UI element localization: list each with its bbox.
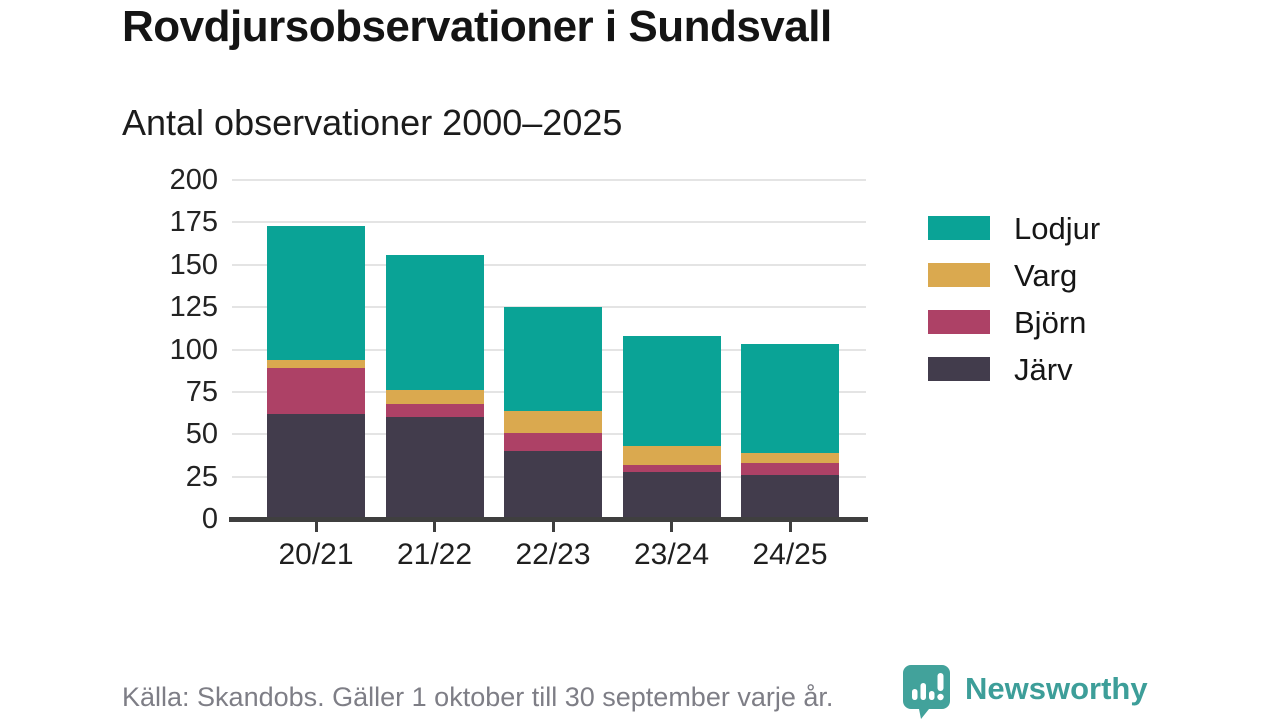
bar-22-23 [504,180,602,519]
bar-segment-varg-21-22 [385,390,484,404]
legend-swatch-bjorn [928,310,990,334]
legend-label-varg: Varg [1014,257,1078,293]
bar-20-21 [267,180,365,519]
source-note: Källa: Skandobs. Gäller 1 oktober till 3… [122,682,834,712]
bar-segment-lodjur-23-24 [622,335,721,447]
legend-swatch-varg [928,263,990,287]
bar-segment-bjorn-22-23 [504,432,602,452]
bar-segment-bjorn-20-21 [267,368,365,414]
x-axis-line [229,517,868,522]
legend-label-lodjur: Lodjur [1014,210,1101,246]
legend-swatch-jarv [928,357,990,381]
x-tick-20-21 [314,522,318,532]
y-tick-label-25: 25 [185,460,218,493]
x-tick-label-20-21: 20/21 [278,538,354,571]
y-tick-label-150: 150 [169,248,218,281]
newsworthy-branding: Newsworthy [903,665,1148,719]
bar-segment-varg-20-21 [267,359,365,369]
legend-label-bjorn: Björn [1014,304,1087,340]
chart-subtitle: Antal observationer 2000–2025 [122,102,623,143]
y-tick-label-50: 50 [185,418,218,451]
gridline-150 [232,263,866,266]
x-tick-21-22 [433,522,436,532]
x-tick-label-22-23: 22/23 [515,538,591,571]
x-tick-label-23-24: 23/24 [633,538,710,571]
legend-item-varg: Varg [928,260,1100,291]
x-tick-label-24-25: 24/25 [752,538,828,571]
bar-segment-varg-22-23 [504,410,602,433]
bar-segment-jarv-21-22 [385,417,484,519]
bar-segment-lodjur-22-23 [504,307,602,411]
bar-segment-jarv-24-25 [741,474,839,519]
bar-segment-lodjur-20-21 [267,225,365,360]
y-tick-label-125: 125 [169,291,218,324]
gridline-175 [232,221,866,224]
y-tick-label-0: 0 [201,503,218,535]
legend-item-bjorn: Björn [928,307,1100,338]
x-tick-24-25 [788,522,792,532]
y-tick-label-200: 200 [169,164,218,196]
y-tick-label-75: 75 [185,375,218,408]
gridline-125 [232,306,866,309]
legend-item-lodjur: Lodjur [928,213,1100,244]
bar-segment-bjorn-23-24 [622,464,721,472]
chart-legend: Lodjur Varg Björn Järv [928,213,1100,404]
y-tick-label-175: 175 [169,206,218,239]
bar-segment-lodjur-21-22 [385,254,484,391]
x-tick-22-23 [551,522,555,532]
legend-swatch-lodjur [928,216,990,240]
bar-segment-bjorn-21-22 [385,403,484,418]
y-axis-labels: 0 25 50 75 100 125 150 175 200 [0,166,218,534]
bar-21-22 [385,180,484,519]
bar-segment-varg-23-24 [622,446,721,465]
chart-plot-area [232,179,866,519]
bar-segment-jarv-23-24 [622,471,721,519]
bar-segment-bjorn-24-25 [741,463,839,475]
legend-item-jarv: Järv [928,354,1100,385]
bar-24-25 [741,180,839,519]
bar-segment-jarv-20-21 [267,413,365,519]
x-tick-23-24 [670,522,673,532]
bar-segment-varg-24-25 [741,452,839,464]
newsworthy-wordmark: Newsworthy [965,671,1148,706]
bar-segment-lodjur-24-25 [741,344,839,453]
x-tick-label-21-22: 21/22 [396,538,473,571]
bar-segment-jarv-22-23 [504,451,602,519]
legend-label-jarv: Järv [1014,351,1073,387]
newsworthy-logo-icon [903,665,950,719]
gridline-200 [232,179,866,181]
y-tick-label-100: 100 [169,333,218,366]
page-title: Rovdjursobservationer i Sundsvall [122,2,832,51]
bar-23-24 [622,180,721,519]
